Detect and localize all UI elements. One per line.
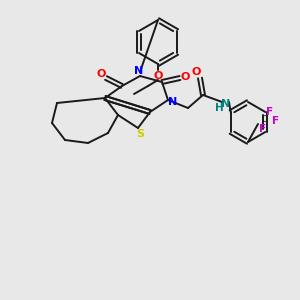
Text: F: F <box>266 107 274 117</box>
Text: F: F <box>272 116 280 126</box>
Text: H: H <box>214 103 224 113</box>
Text: O: O <box>96 69 106 79</box>
Text: N: N <box>134 66 144 76</box>
Text: O: O <box>180 72 190 82</box>
Text: N: N <box>221 99 231 109</box>
Text: S: S <box>136 129 144 139</box>
Text: N: N <box>168 97 178 107</box>
Text: O: O <box>153 71 163 81</box>
Text: O: O <box>191 67 201 77</box>
Text: F: F <box>260 124 267 134</box>
Text: C: C <box>261 116 267 124</box>
